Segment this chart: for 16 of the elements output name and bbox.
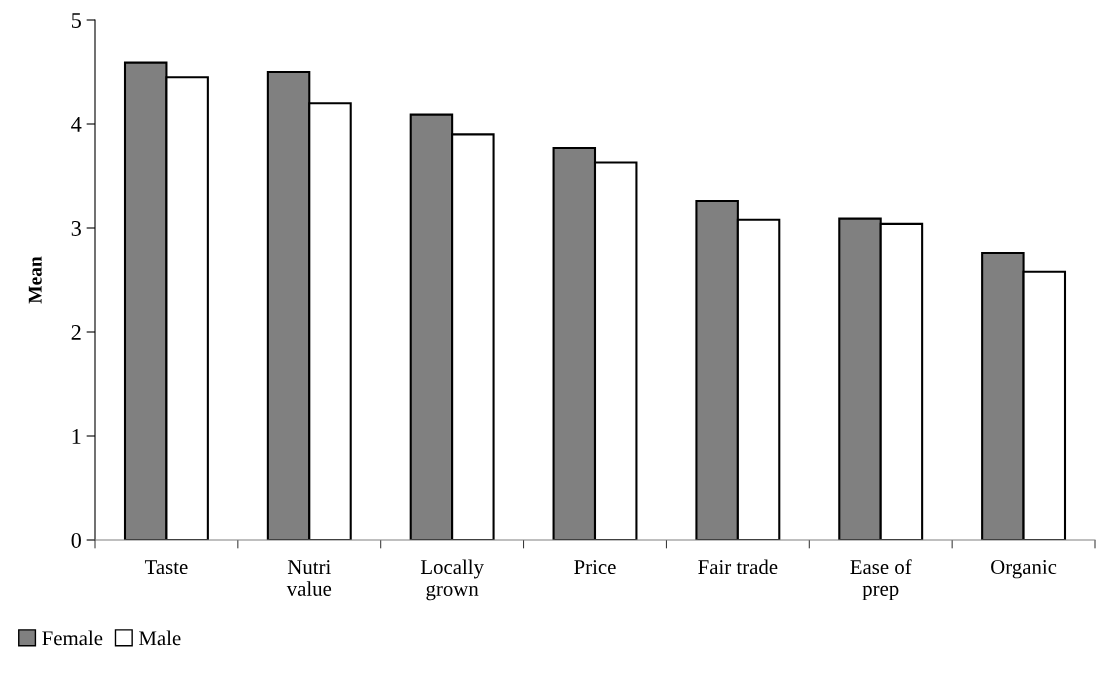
y-tick-label: 1: [72, 429, 81, 444]
x-tick-label: Nutri value: [286, 560, 332, 596]
y-tick-label: 5: [71, 13, 81, 28]
y-tick-label: 0: [71, 532, 81, 548]
legend-label: Female: [42, 630, 103, 646]
x-tick-label: Fair trade: [698, 559, 778, 575]
y-tick-label: 2: [71, 324, 81, 340]
x-tick-label: Locally grown: [420, 559, 484, 601]
y-tick-label: 3: [71, 220, 81, 236]
y-axis-title: Mean: [28, 256, 42, 304]
x-tick-label: Price: [574, 560, 616, 575]
x-tick-label: Organic: [991, 560, 1057, 579]
x-tick-label: Taste: [144, 560, 188, 575]
legend-label: Male: [139, 630, 181, 646]
y-tick-label: 4: [71, 117, 82, 132]
x-tick-label: Ease of prep: [850, 559, 912, 601]
